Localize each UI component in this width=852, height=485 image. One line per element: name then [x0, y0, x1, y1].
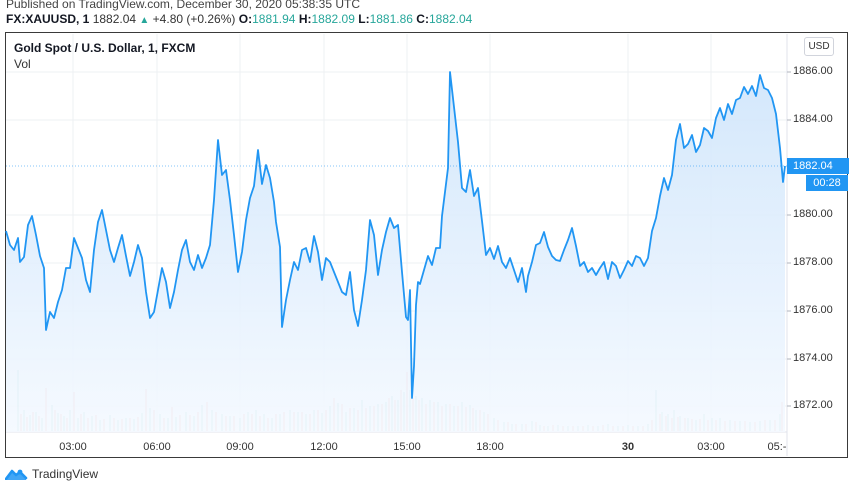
open-label: O: [238, 12, 253, 26]
time-tick: 03:00 [59, 441, 87, 453]
time-tick: 09:00 [226, 441, 254, 453]
price-tick: 1884.00 [793, 113, 833, 125]
close-value: 1882.04 [428, 12, 473, 26]
low-value: 1881.86 [369, 12, 413, 26]
time-tick: 06:00 [143, 441, 171, 453]
time-tick: 15:00 [393, 441, 421, 453]
low-label: L: [358, 12, 370, 26]
open-value: 1881.94 [252, 12, 296, 26]
currency-button[interactable]: USD [804, 37, 834, 56]
tradingview-brand-text: TradingView [32, 467, 99, 481]
time-tick: 03:00 [697, 441, 725, 453]
tradingview-logo-icon [5, 469, 28, 480]
triangle-up-icon: ▲ [139, 15, 150, 26]
bar-countdown-badge: 00:28 [806, 175, 848, 191]
price-tick: 1872.00 [793, 399, 833, 411]
change-value: +4.80 (+0.26%) [152, 12, 236, 26]
time-tick: 05:- [767, 441, 787, 453]
close-label: C: [416, 12, 429, 26]
chart-legend-title: Gold Spot / U.S. Dollar, 1, FXCM [14, 41, 196, 55]
price-area-fill [6, 72, 785, 432]
time-tick-day: 30 [621, 441, 635, 453]
price-line [5, 71, 786, 399]
price-axis-tick-marks [787, 71, 791, 407]
price-tick: 1876.00 [793, 304, 833, 316]
time-tick: 12:00 [310, 441, 338, 453]
published-caption: Published on TradingView.com, December 3… [6, 0, 360, 11]
volume-legend-label: Vol [14, 57, 31, 71]
symbol-label: FX:XAUUSD, 1 [6, 12, 90, 26]
high-value: 1882.09 [311, 12, 355, 26]
tradingview-brand-link[interactable]: TradingView [5, 467, 98, 481]
price-tick: 1878.00 [793, 256, 833, 268]
high-label: H: [298, 12, 312, 26]
time-tick: 18:00 [476, 441, 504, 453]
last-price-badge: 1882.04 [787, 158, 849, 174]
price-tick: 1880.00 [793, 208, 833, 220]
ohlc-header: FX:XAUUSD, 1 1882.04 ▲ +4.80 (+0.26%) O:… [6, 12, 472, 26]
last-price-value: 1882.04 [92, 12, 137, 26]
price-tick: 1886.00 [793, 65, 833, 77]
price-tick: 1874.00 [793, 352, 833, 364]
